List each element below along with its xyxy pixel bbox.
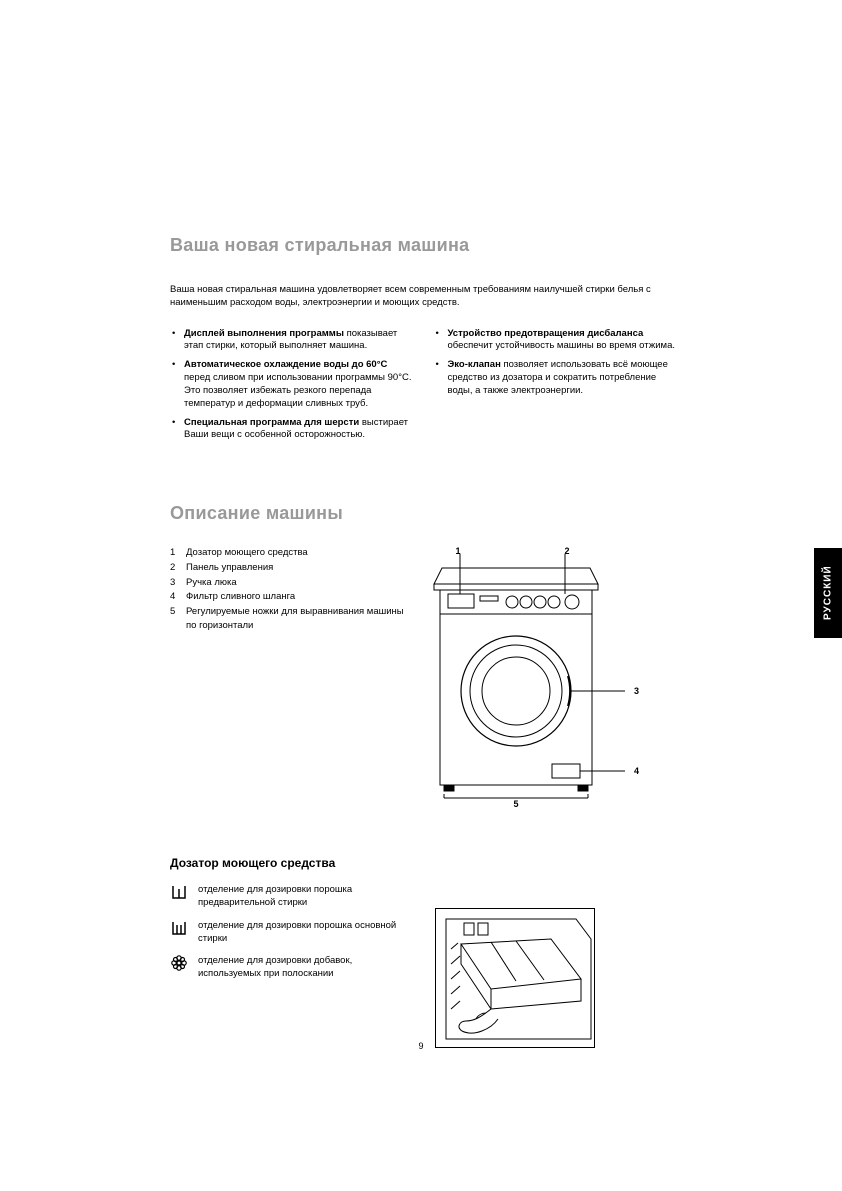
list-item: 2Панель управления: [170, 561, 405, 575]
features-right-column: Устройство предотвращения дисбаланса обе…: [434, 328, 678, 449]
description-row: 1Дозатор моющего средства 2Панель управл…: [170, 546, 677, 816]
dispenser-drawer-diagram: [435, 908, 595, 1048]
dispenser-row: отделение для дозировки порошка основной…: [170, 920, 677, 946]
section-2-heading: Описание машины: [170, 503, 677, 524]
feature-bullet: Дисплей выполнения программы показывает …: [184, 328, 414, 354]
list-item: 1Дозатор моющего средства: [170, 546, 405, 560]
page-number: 9: [418, 1041, 423, 1051]
dispenser-text: отделение для дозировки добавок, использ…: [198, 955, 398, 981]
parts-list: 1Дозатор моющего средства 2Панель управл…: [170, 546, 405, 816]
prewash-compartment-icon: [170, 884, 188, 900]
feature-bullet: Специальная программа для шерсти выстира…: [184, 417, 414, 443]
features-columns: Дисплей выполнения программы показывает …: [170, 328, 677, 449]
callout-5: 5: [513, 799, 518, 809]
section-1-heading: Ваша новая стиральная машина: [170, 235, 677, 256]
softener-compartment-icon: [170, 955, 188, 971]
manual-page: Ваша новая стиральная машина Ваша новая …: [0, 0, 842, 1041]
list-item: 5Регулируемые ножки для выравнивания маш…: [170, 605, 405, 633]
washing-machine-diagram: 1 2 3 4 5: [420, 546, 677, 816]
dispenser-row: отделение для дозировки порошка предвари…: [170, 884, 677, 910]
section-3-heading: Дозатор моющего средства: [170, 856, 677, 870]
callout-4: 4: [634, 766, 639, 776]
feature-bullet: Эко-клапан позволяет использовать всё мо…: [448, 359, 678, 397]
dispenser-legend: отделение для дозировки порошка предвари…: [170, 884, 677, 981]
dispenser-text: отделение для дозировки порошка предвари…: [198, 884, 398, 910]
feature-bullet: Автоматическое охлаждение воды до 60°C п…: [184, 359, 414, 410]
mainwash-compartment-icon: [170, 920, 188, 936]
intro-paragraph: Ваша новая стиральная машина удовлетворя…: [170, 284, 677, 310]
callout-3: 3: [634, 686, 639, 696]
callout-2: 2: [564, 546, 569, 556]
dispenser-row: отделение для дозировки добавок, использ…: [170, 955, 677, 981]
features-left-column: Дисплей выполнения программы показывает …: [170, 328, 414, 449]
dispenser-text: отделение для дозировки порошка основной…: [198, 920, 398, 946]
callout-1: 1: [455, 546, 460, 556]
feature-bullet: Устройство предотвращения дисбаланса обе…: [448, 328, 678, 354]
list-item: 3Ручка люка: [170, 576, 405, 590]
list-item: 4Фильтр сливного шланга: [170, 590, 405, 604]
